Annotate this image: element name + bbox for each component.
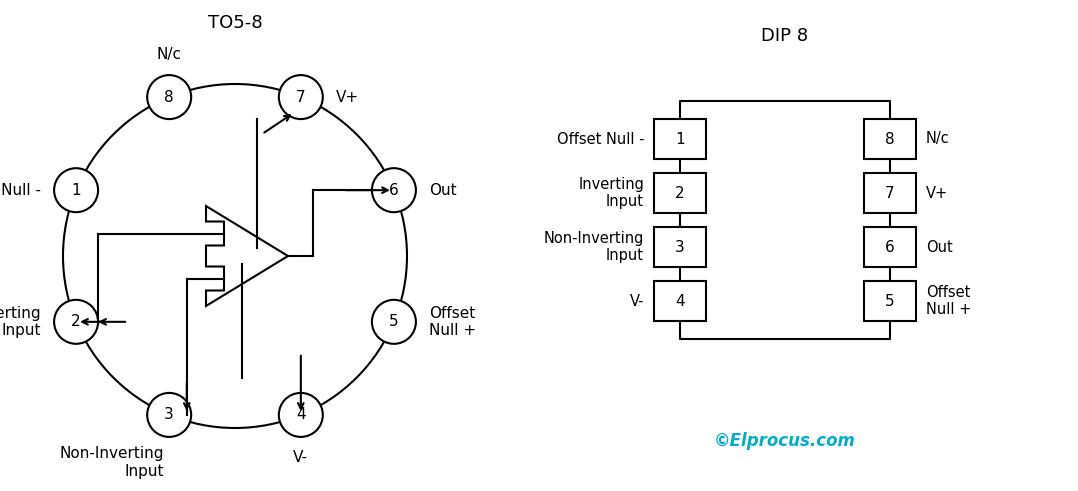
Text: 7: 7	[885, 186, 895, 200]
Text: Offset
Null +: Offset Null +	[429, 305, 476, 338]
Text: 6: 6	[885, 240, 895, 254]
Text: 5: 5	[885, 294, 895, 308]
Circle shape	[279, 393, 322, 437]
Text: 1: 1	[675, 132, 685, 146]
Text: Non-Inverting
Input: Non-Inverting Input	[543, 231, 644, 263]
Text: 3: 3	[675, 240, 685, 254]
Bar	[863, 119, 916, 159]
Text: 6: 6	[389, 183, 399, 198]
Text: N/c: N/c	[156, 47, 182, 62]
Text: Inverting
Input: Inverting Input	[0, 305, 41, 338]
Text: N/c: N/c	[926, 132, 950, 146]
Text: 3: 3	[164, 408, 174, 422]
Text: 2: 2	[675, 186, 685, 200]
Text: Offset Null -: Offset Null -	[0, 183, 41, 198]
Circle shape	[148, 393, 191, 437]
Text: V-: V-	[293, 450, 308, 465]
Circle shape	[372, 168, 416, 212]
Bar	[654, 173, 706, 213]
Text: V+: V+	[336, 89, 359, 105]
Text: 1: 1	[71, 183, 81, 198]
Text: Offset
Null +: Offset Null +	[926, 285, 971, 317]
Text: DIP 8: DIP 8	[761, 27, 808, 45]
Text: 4: 4	[675, 294, 685, 308]
Text: TO5-8: TO5-8	[208, 14, 262, 32]
Circle shape	[54, 168, 98, 212]
Bar	[654, 227, 706, 267]
Text: Non-Inverting
Input: Non-Inverting Input	[59, 446, 164, 479]
Text: 4: 4	[296, 408, 306, 422]
Text: 5: 5	[389, 314, 399, 329]
Bar	[863, 281, 916, 321]
Circle shape	[148, 75, 191, 119]
Circle shape	[279, 75, 322, 119]
Bar	[863, 173, 916, 213]
Bar	[654, 119, 706, 159]
Text: 7: 7	[296, 89, 306, 105]
Bar	[863, 227, 916, 267]
Text: V-: V-	[630, 294, 644, 308]
Text: 2: 2	[71, 314, 81, 329]
Bar	[654, 281, 706, 321]
Text: V+: V+	[926, 186, 949, 200]
Text: Inverting
Input: Inverting Input	[578, 177, 644, 209]
Text: Out: Out	[429, 183, 456, 198]
Text: Out: Out	[926, 240, 953, 254]
Text: 8: 8	[164, 89, 174, 105]
Circle shape	[54, 300, 98, 344]
Text: ©Elprocus.com: ©Elprocus.com	[714, 432, 856, 450]
Text: Offset Null -: Offset Null -	[556, 132, 644, 146]
Circle shape	[372, 300, 416, 344]
Text: 8: 8	[885, 132, 895, 146]
